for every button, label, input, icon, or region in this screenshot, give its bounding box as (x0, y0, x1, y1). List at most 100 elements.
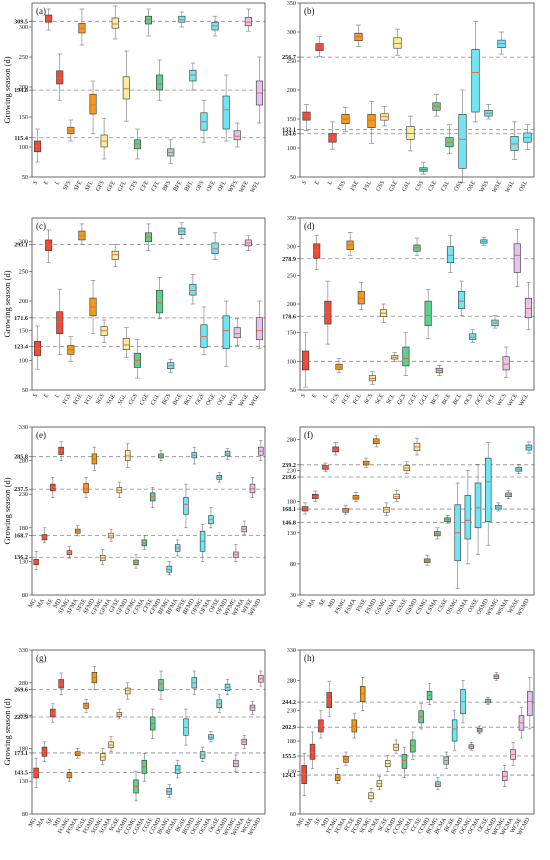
box-iqr (122, 76, 130, 100)
box-WGL: WGL (249, 300, 263, 408)
y-tick-label: 256.7 (282, 54, 296, 61)
box-E: E (43, 8, 53, 186)
box-MA: MA (307, 490, 319, 609)
box-MG: MG (28, 757, 39, 828)
panel-frame (299, 426, 535, 596)
box-SFSE: SFSE (76, 477, 89, 613)
box-SE: SE (46, 703, 56, 826)
panel-label: (d) (304, 221, 315, 231)
x-tick-label: L (327, 180, 334, 186)
y-tick-label: 100 (287, 145, 296, 152)
box-SGS: SGS (95, 319, 108, 406)
box-FSSE: FSSE (356, 457, 370, 613)
x-tick-label: SCS (364, 393, 375, 405)
box-GFS: GFS (95, 117, 108, 193)
x-tick-label: L (54, 393, 61, 399)
y-tick-label: 280 (287, 677, 296, 684)
box-SCS: SCS (364, 371, 376, 405)
box-WCSE: WCSE (510, 707, 525, 834)
box-FSS: FSS (337, 107, 350, 192)
box-WFS: WFS (228, 122, 241, 194)
x-tick-label: OSL (518, 180, 529, 193)
box-iqr (451, 719, 458, 742)
box-OCS: OCS (463, 329, 477, 406)
y-tick-label: 30 (290, 592, 296, 599)
box-E: E (311, 234, 321, 399)
y-tick-label: 230 (287, 468, 296, 475)
box-BGE: BGE (172, 222, 186, 406)
box-iqr (527, 691, 533, 716)
x-tick-label: SFL (84, 180, 95, 192)
box-CCSE: CCSE (410, 703, 424, 833)
box-CFMD: CFMD (149, 450, 164, 616)
box-iqr (83, 483, 89, 494)
y-tick-label: 219.6 (282, 474, 296, 481)
box-BFE: BFE (173, 11, 186, 193)
y-tick-label: 136.2 (14, 554, 28, 561)
box-S: S (300, 332, 310, 399)
y-tick-label: 100 (19, 144, 28, 151)
box-iqr (233, 327, 241, 339)
box-iqr (469, 333, 477, 340)
box-iqr (156, 290, 164, 314)
y-tick-label: 80 (22, 592, 28, 599)
y-tick-label: 194.8 (14, 87, 28, 94)
y-tick-label: 130 (19, 558, 28, 565)
y-tick-label: 250 (287, 272, 296, 279)
y-tick-label: 124.6 (282, 131, 296, 138)
box-FCE: FCE (341, 232, 354, 406)
x-tick-label: S (32, 180, 39, 186)
x-tick-label: FCE (341, 393, 352, 406)
box-GFMD: GFMD (116, 443, 131, 616)
x-tick-label: WSL (505, 180, 517, 194)
box-WCL: WCL (518, 281, 532, 408)
x-tick-label: MG (28, 597, 38, 609)
y-axis-label: Growing season (d) (2, 270, 12, 337)
y-tick-label: 280 (287, 436, 296, 443)
x-tick-label: S (300, 393, 307, 399)
x-tick-label: MD (53, 816, 63, 828)
box-iqr (183, 497, 189, 515)
box-L: L (323, 280, 332, 399)
x-tick-label: OFE (206, 180, 217, 193)
box-OCSE: OCSE (477, 697, 491, 833)
y-tick-label: 330 (287, 647, 296, 654)
box-FSL: FSL (363, 101, 376, 192)
box-iqr (158, 679, 164, 691)
box-CGS: CGS (128, 339, 141, 406)
x-tick-label: MA (36, 597, 46, 609)
x-tick-label: GSS (376, 180, 387, 193)
box-iqr (367, 114, 376, 129)
box-SFS: SFS (62, 119, 75, 192)
box-iqr (446, 246, 454, 264)
box-OFE: OFE (206, 15, 219, 193)
y-tick-label: 280 (19, 458, 28, 465)
x-tick-label: MD (53, 597, 63, 609)
box-iqr (484, 457, 492, 522)
box-BFS: BFS (162, 139, 175, 192)
box-iqr (111, 250, 119, 260)
y-tick-label: 150 (19, 328, 28, 335)
x-tick-label: FGE (73, 393, 84, 406)
box-S: S (301, 104, 311, 186)
y-tick-label: 100 (19, 357, 28, 364)
box-WSL: WSL (505, 121, 519, 194)
x-tick-label: SGS (95, 393, 106, 406)
box-iqr (56, 311, 64, 334)
panel-frame (31, 426, 266, 596)
box-MA: MA (36, 527, 48, 609)
box-iqr (458, 114, 467, 169)
panel-frame (31, 649, 266, 815)
y-tick-label: 50 (22, 387, 28, 394)
box-WFL: WFL (250, 56, 263, 194)
x-tick-label: GCL (419, 393, 430, 407)
box-WFSE: WFSE (241, 477, 256, 615)
x-tick-label: OGL (217, 393, 229, 407)
box-L: L (327, 121, 337, 186)
box-iqr (222, 315, 230, 349)
x-tick-label: SCE (375, 393, 386, 406)
box-BFMD: BFMD (182, 446, 197, 616)
y-tick-label: 50 (22, 174, 28, 181)
box-WGMD: WGMD (248, 670, 264, 837)
